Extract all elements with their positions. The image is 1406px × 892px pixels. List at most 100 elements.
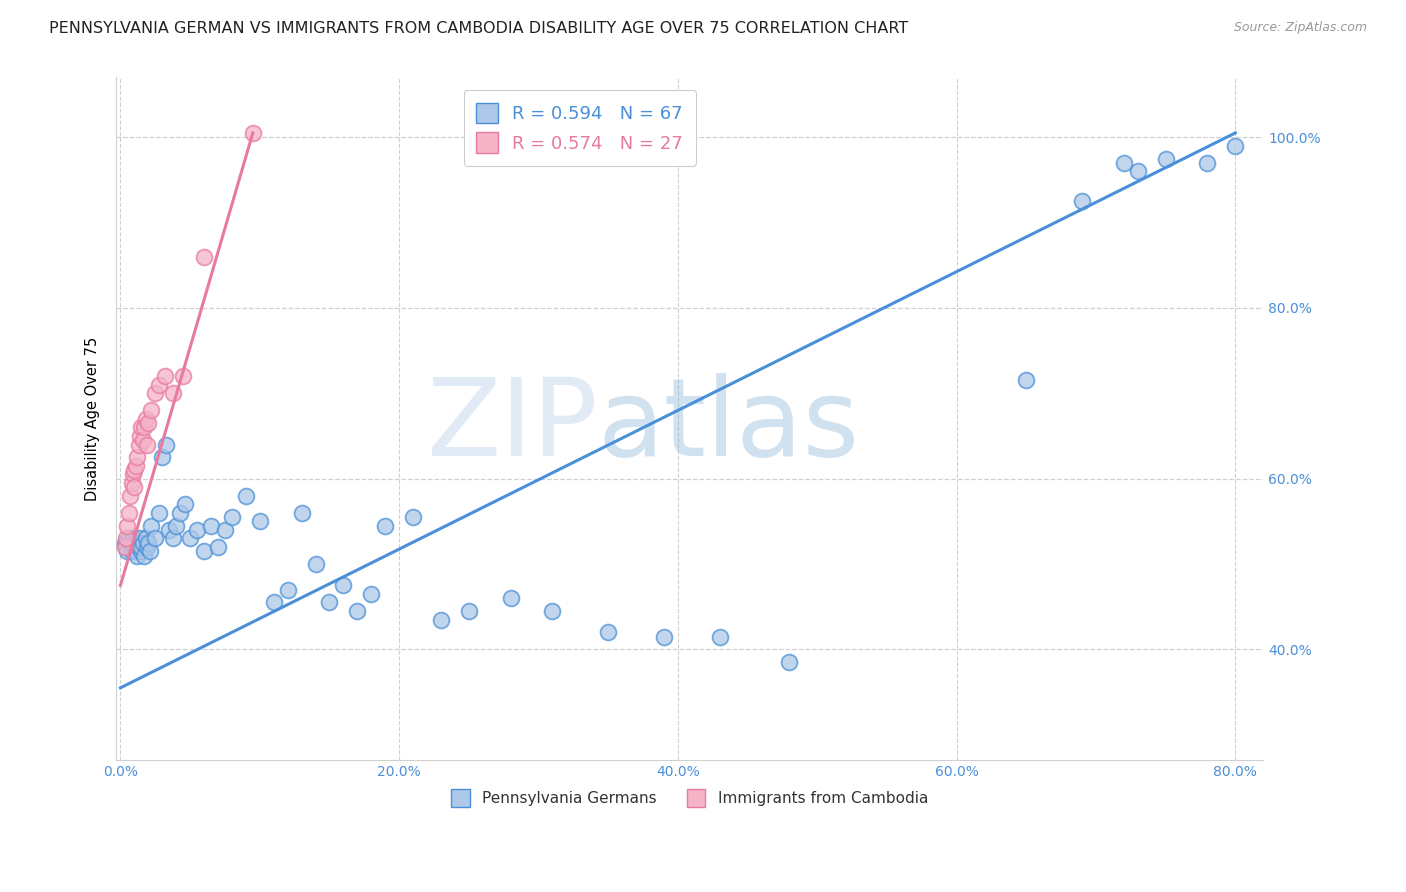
Point — [1112, 156, 1135, 170]
Point — [652, 630, 675, 644]
Point — [499, 591, 522, 606]
Point — [115, 540, 138, 554]
Point — [135, 412, 157, 426]
Point — [132, 535, 155, 549]
Point — [173, 497, 195, 511]
Point — [120, 535, 142, 549]
Point — [186, 523, 208, 537]
Point — [346, 604, 368, 618]
Text: PENNSYLVANIA GERMAN VS IMMIGRANTS FROM CAMBODIA DISABILITY AGE OVER 75 CORRELATI: PENNSYLVANIA GERMAN VS IMMIGRANTS FROM C… — [49, 21, 908, 37]
Point — [135, 532, 157, 546]
Point — [778, 655, 800, 669]
Point — [139, 403, 162, 417]
Point — [360, 587, 382, 601]
Point — [193, 544, 215, 558]
Point — [155, 437, 177, 451]
Point — [1154, 152, 1177, 166]
Point — [134, 420, 156, 434]
Point — [1071, 194, 1094, 209]
Point — [277, 582, 299, 597]
Point — [117, 544, 139, 558]
Point — [179, 532, 201, 546]
Point — [162, 532, 184, 546]
Point — [1126, 164, 1149, 178]
Point — [122, 532, 145, 546]
Point — [709, 630, 731, 644]
Point — [121, 544, 143, 558]
Legend: Pennsylvania Germans, Immigrants from Cambodia: Pennsylvania Germans, Immigrants from Ca… — [444, 781, 936, 814]
Point — [132, 434, 155, 448]
Point — [541, 604, 564, 618]
Point — [127, 450, 149, 465]
Point — [128, 540, 150, 554]
Point — [318, 595, 340, 609]
Point — [127, 535, 149, 549]
Text: Source: ZipAtlas.com: Source: ZipAtlas.com — [1233, 21, 1367, 35]
Y-axis label: Disability Age Over 75: Disability Age Over 75 — [86, 337, 100, 501]
Point — [304, 557, 326, 571]
Point — [121, 540, 143, 554]
Point — [374, 518, 396, 533]
Point — [124, 463, 146, 477]
Point — [118, 506, 141, 520]
Text: ZIP: ZIP — [426, 373, 598, 479]
Point — [148, 377, 170, 392]
Point — [1015, 374, 1038, 388]
Point — [148, 506, 170, 520]
Point — [136, 535, 159, 549]
Point — [138, 544, 160, 558]
Point — [124, 480, 146, 494]
Point — [129, 532, 152, 546]
Point — [129, 429, 152, 443]
Point — [332, 578, 354, 592]
Point — [200, 518, 222, 533]
Point — [172, 369, 194, 384]
Point — [114, 540, 136, 554]
Point — [249, 514, 271, 528]
Point — [162, 386, 184, 401]
Point — [169, 506, 191, 520]
Point — [235, 489, 257, 503]
Point — [221, 510, 243, 524]
Point — [193, 250, 215, 264]
Point — [457, 604, 479, 618]
Point — [136, 540, 159, 554]
Point — [1197, 156, 1219, 170]
Point — [122, 467, 145, 482]
Point — [120, 489, 142, 503]
Point — [150, 450, 173, 465]
Point — [121, 475, 143, 490]
Point — [131, 420, 153, 434]
Point — [598, 625, 620, 640]
Point — [128, 437, 150, 451]
Point — [124, 535, 146, 549]
Point — [143, 386, 166, 401]
Point — [118, 532, 141, 546]
Point — [139, 518, 162, 533]
Point — [125, 544, 148, 558]
Point — [117, 518, 139, 533]
Point — [165, 518, 187, 533]
Point — [402, 510, 425, 524]
Point — [125, 458, 148, 473]
Point — [136, 416, 159, 430]
Point — [114, 535, 136, 549]
Point — [291, 506, 314, 520]
Point — [242, 126, 264, 140]
Point — [127, 549, 149, 563]
Point — [134, 549, 156, 563]
Point — [131, 540, 153, 554]
Point — [263, 595, 285, 609]
Point — [157, 523, 180, 537]
Point — [124, 540, 146, 554]
Point — [153, 369, 176, 384]
Point — [430, 613, 453, 627]
Point — [115, 532, 138, 546]
Text: atlas: atlas — [598, 373, 860, 479]
Point — [207, 540, 229, 554]
Point — [131, 544, 153, 558]
Point — [1225, 138, 1247, 153]
Point — [136, 437, 159, 451]
Point — [143, 532, 166, 546]
Point — [214, 523, 236, 537]
